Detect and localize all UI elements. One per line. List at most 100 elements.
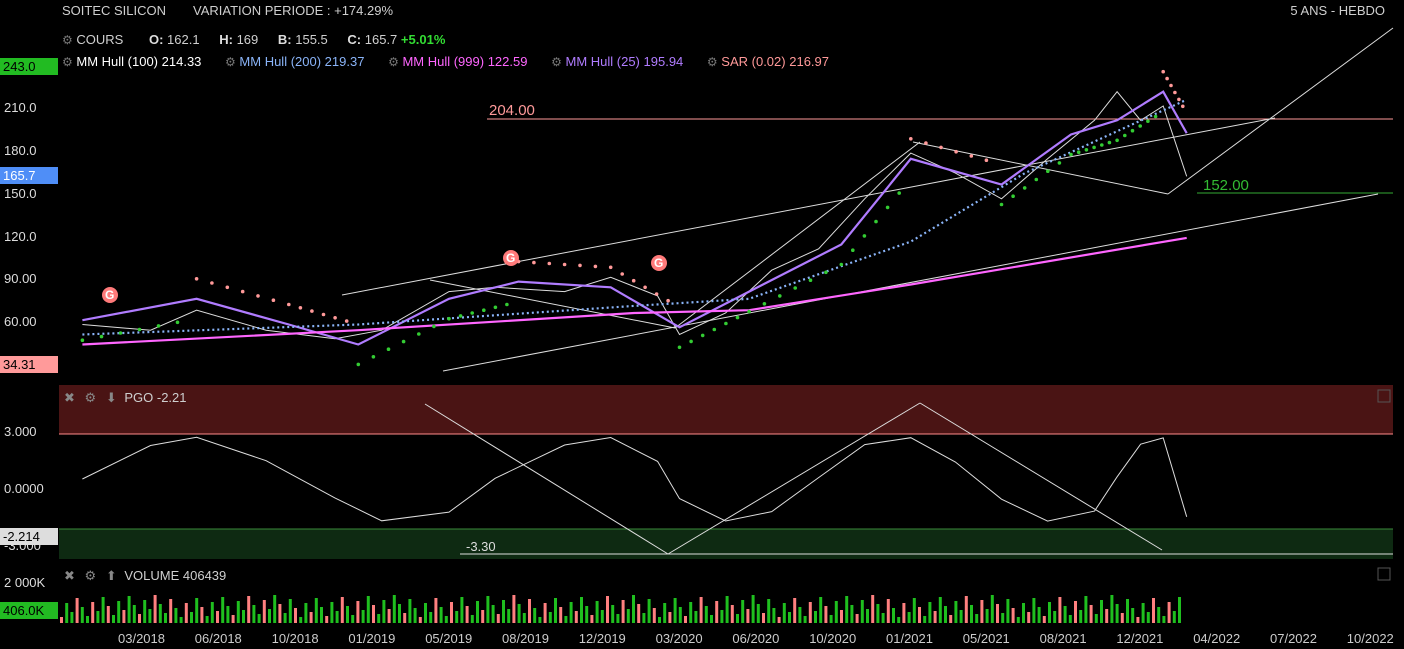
gear-icon[interactable]: ⚙ [84,390,97,405]
gear-icon[interactable]: ⚙ [551,55,562,69]
indicator-sar[interactable]: ⚙ SAR (0.02) 216.97 [706,54,829,69]
sar-dot [677,345,682,350]
indicator-hull999[interactable]: ⚙ MM Hull (999) 122.59 [388,54,528,69]
sar-dot [532,260,536,265]
period-variation: VARIATION PERIODE : +174.29% [193,3,394,18]
volume-bar [507,609,511,623]
signal-marker[interactable] [503,250,519,266]
volume-bar [335,611,339,623]
volume-panel-checkbox[interactable] [1377,567,1391,581]
volume-bar [918,607,921,623]
sar-dot [700,333,705,338]
volume-bar [86,616,89,623]
gear-icon[interactable]: ⚙ [84,568,97,583]
volume-bar [616,614,620,623]
sar-dot [593,264,598,269]
volume-bar [1032,598,1036,623]
y-tick: 60.00 [4,314,37,329]
volume-bar [678,607,682,623]
volume-bar [543,603,547,623]
indicator-hull200[interactable]: ⚙ MM Hull (200) 219.37 [225,54,365,69]
volume-bar [897,617,901,623]
volume-bar [424,603,427,623]
volume-bar [444,616,448,623]
volume-bar [65,603,69,623]
volume-bar [382,600,386,623]
sar-dot [356,362,361,367]
sar-dot [256,294,260,298]
volume-bar [637,604,641,623]
y-tick: 150.0 [4,186,37,201]
volume-bar [470,615,474,623]
gear-icon[interactable]: ⚙ [62,55,73,69]
x-tick-label: 01/2019 [348,631,396,646]
volume-bar [252,605,256,623]
volume-bar [855,614,859,623]
volume-bar [60,617,63,623]
sar-dot [175,320,180,325]
x-tick-label: 12/2019 [578,631,626,646]
volume-bar [1042,616,1046,623]
volume-tick: 2 000K [4,575,46,590]
volume-bar [325,616,329,623]
signal-marker[interactable] [651,255,667,271]
gear-icon[interactable]: ⚙ [62,33,73,47]
volume-bar [434,598,438,623]
arrow-down-icon[interactable]: ⬇ [105,390,117,405]
volume-bar [127,596,131,623]
volume-bar [736,614,739,623]
volume-bar [465,606,469,623]
volume-last-tag: 406.0K [0,602,58,619]
volume-bar [554,598,557,623]
volume-bar [996,604,999,623]
volume-bar [210,602,214,623]
x-tick-label: 10/2022 [1346,631,1394,646]
volume-bar [403,613,407,623]
y-tick: 210.0 [4,100,37,115]
volume-bar [502,600,505,623]
sar-dot [194,277,199,281]
sar-dot [984,158,989,162]
sar-dot [885,205,890,210]
volume-bar [923,616,927,623]
gear-icon[interactable]: ⚙ [225,55,236,69]
volume-bar [902,603,906,623]
x-tick-label: 12/2021 [1116,631,1164,646]
cours-legend[interactable]: ⚙ COURS O: 162.1 H: 169 B: 155.5 C: 165.… [62,32,446,47]
close-icon[interactable]: ✖ [64,390,75,405]
sar-dot [1181,104,1185,109]
sar-dot [80,338,85,343]
sar-dot [1169,83,1173,88]
volume-bar [387,609,391,623]
volume-bar [538,617,542,623]
pgo-panel-checkbox[interactable] [1377,389,1391,403]
volume-bar [751,595,755,623]
sar-dot [939,145,943,150]
volume-bar [606,596,609,623]
sar-dot [1034,177,1039,182]
volume-bar [928,602,932,623]
gear-icon[interactable]: ⚙ [706,55,718,69]
volume-bar [1068,615,1072,623]
volume-bar [762,613,765,623]
signal-marker[interactable] [102,287,118,303]
volume-bar [574,611,578,623]
indicator-hull100[interactable]: ⚙ MM Hull (100) 214.33 [62,54,202,69]
volume-bar [257,614,261,623]
volume-bar [236,601,240,623]
period-selector[interactable]: 5 ANS - HEBDO [1290,3,1385,18]
volume-bar [361,610,365,623]
gear-icon[interactable]: ⚙ [388,55,399,69]
volume-bar [1115,604,1119,623]
pgo-series [82,436,1188,522]
volume-bar [803,616,807,623]
indicator-hull25[interactable]: ⚙ MM Hull (25) 195.94 [551,54,684,69]
volume-bar [439,607,443,623]
arrow-up-icon[interactable]: ⬆ [105,568,117,583]
indicator-legend: ⚙ MM Hull (100) 214.33 ⚙ MM Hull (200) 2… [62,54,829,69]
volume-bar [91,602,95,623]
volume-bar [559,607,563,623]
close-icon[interactable]: ✖ [64,568,75,583]
x-tick-label: 03/2020 [655,631,703,646]
